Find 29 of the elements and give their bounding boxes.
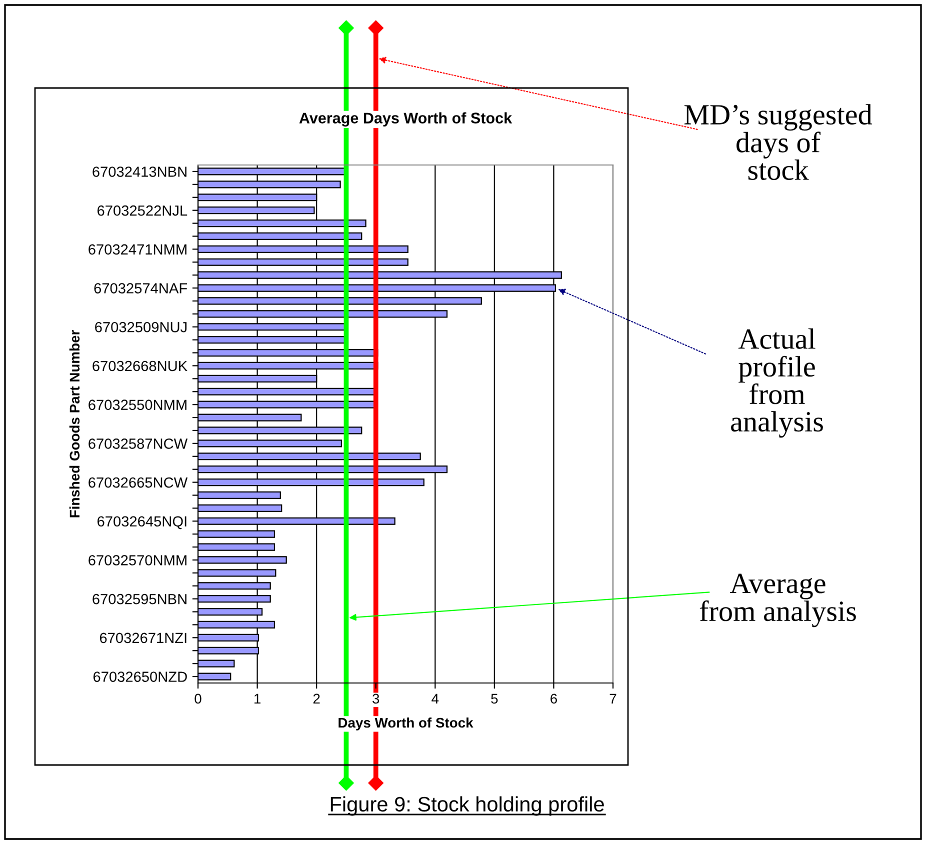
y-tick-label: 67032574NAF (94, 283, 188, 294)
x-tick-label: 6 (550, 694, 557, 704)
y-tick-label: 67032509NUJ (95, 322, 187, 332)
y-tick-label: 67032668NUK (92, 360, 188, 372)
caption: Figure 9: Stock holding profile (330, 796, 604, 816)
annotation: Actual profile from analysis (731, 328, 823, 438)
y-tick-label: 67032471NMM (88, 244, 186, 255)
y-tick-label: 67032645NQI (98, 516, 186, 530)
y-tick-label: 67032665NCW (88, 477, 188, 488)
x-tick-label: 1 (254, 694, 260, 704)
y-tick-label: 67032595NBN (92, 594, 186, 604)
y-tick-label: 67032570NMM (88, 555, 186, 566)
y-tick-label: 67032587NCW (88, 438, 188, 449)
y-tick-label: 67032413NBN (92, 166, 186, 177)
y-tick-label: 67032650NZD (93, 672, 187, 682)
x-tick-label: 7 (610, 694, 616, 704)
ref-line-label: MD’s suggested days of stock (684, 104, 872, 180)
x-axis-title: Days Worth of Stock (338, 717, 474, 730)
x-tick-label: 2 (313, 694, 320, 704)
y-tick-label: 67032671NZI (100, 632, 186, 644)
x-tick-label: 4 (432, 694, 439, 704)
y-axis-title: Finshed Goods Part Number (69, 330, 80, 518)
x-tick-label: 5 (491, 694, 498, 704)
x-tick-label: 3 (372, 694, 380, 704)
chart-title: Average Days Worth of Stock (299, 112, 512, 127)
x-tick-label: 0 (194, 694, 202, 704)
ref-line-label: Average from analysis (700, 574, 856, 628)
y-tick-label: 67032522NJL (98, 205, 188, 216)
y-tick-label: 67032550NMM (88, 400, 186, 410)
